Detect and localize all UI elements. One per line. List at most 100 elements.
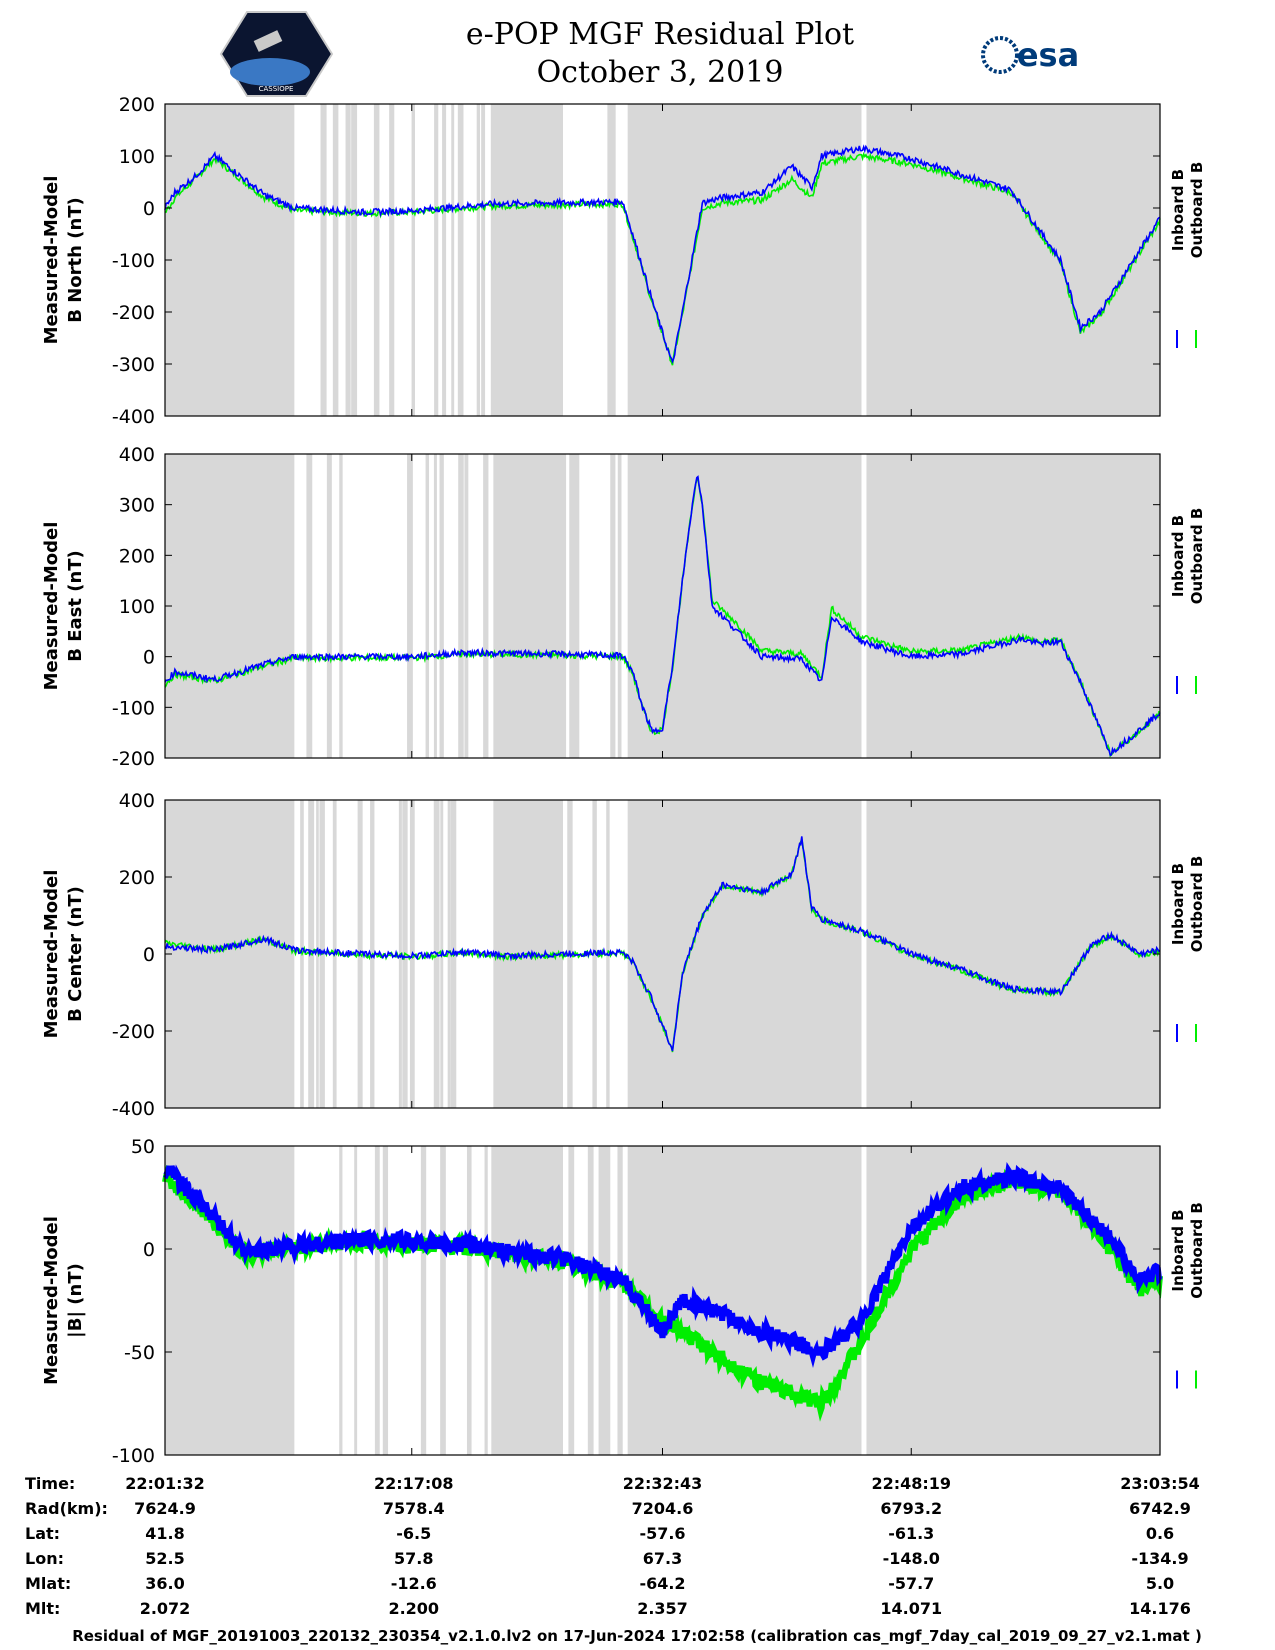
legend-labels: Inboard BOutboard B [1169,856,1206,953]
gap-stripe [382,1146,385,1455]
gap-stripe [339,1146,343,1455]
y-tick-label: 0 [143,198,155,220]
y-tick-label: -200 [112,1021,155,1043]
gap-stripe [407,454,412,758]
gap-stripe [420,1146,427,1455]
y-tick-label: 0 [143,1239,155,1261]
legend-inboard-label: Inboard B [1169,863,1187,945]
ephemeris-value: -61.3 [888,1524,934,1543]
ephemeris-row-label: Lat: [25,1524,60,1543]
ephemeris-value: 14.071 [880,1599,942,1618]
gap-stripe [481,104,486,416]
series-inboard-line [163,1162,1163,1368]
legend-labels: Inboard BOutboard B [1169,1202,1206,1299]
ephemeris-value: 6742.9 [1129,1499,1191,1518]
gap-stripe [573,454,580,758]
y-tick-label: 100 [119,596,155,618]
legend: Inboard BOutboard B [1169,856,1206,1042]
y-tick-label: 300 [119,495,155,517]
gap-stripe [498,454,501,758]
y-tick-label: -50 [124,1342,155,1364]
legend: Inboard BOutboard B [1169,508,1206,694]
data-gap-4 [866,1146,1160,1455]
gap-stripe [306,454,313,758]
ephemeris-value: -134.9 [1131,1549,1188,1568]
ephemeris-value: 2.357 [637,1599,688,1618]
legend-inboard-label: Inboard B [1169,1209,1187,1291]
ephemeris-value: 5.0 [1146,1574,1174,1593]
gap-stripe [499,1146,505,1455]
data-gap-4 [866,104,1160,416]
series-inboard-line [164,836,1161,1052]
y-tick-label: -100 [112,697,155,719]
legend-labels: Inboard BOutboard B [1169,508,1206,605]
gap-stripe [518,104,522,416]
gap-stripe [522,454,527,758]
gap-stripe [490,104,495,416]
ephemeris-value: 2.200 [388,1599,439,1618]
y-tick-label: -400 [112,1098,155,1120]
ephemeris-value: 7578.4 [383,1499,445,1518]
y-tick-label: 200 [119,867,155,889]
gap-stripe [339,454,343,758]
y-tick-label: 50 [131,1136,155,1158]
gap-stripe [610,454,616,758]
y-tick-label: -400 [112,406,155,428]
ephemeris-table: Time: 22:01:32 22:17:08 22:32:43 22:48:19 23:… [25,1474,1200,1618]
data-gap-1 [165,454,295,758]
gap-stripe [451,104,455,416]
legend: Inboard BOutboard B [1169,162,1206,348]
panel-1: 200 100 0 -100 -200 -300 -400 Measured-Model B N… [41,94,1206,428]
y-tick-label: -200 [112,748,155,770]
y-tick-label: 0 [143,944,155,966]
ephemeris-value: 23:03:54 [1120,1474,1200,1493]
ephemeris-value: 36.0 [145,1574,184,1593]
cassiope-logo-text: CASSIOPE [259,85,294,93]
ephemeris-value: 2.072 [140,1599,191,1618]
gap-stripe [384,1146,389,1455]
gap-stripe [345,104,351,416]
gap-stripe [334,104,339,416]
data-gap-4 [866,800,1160,1108]
gap-stripe [569,454,576,758]
gap-stripe [501,454,506,758]
gap-stripe [374,1146,380,1455]
ephemeris-value: 14.176 [1129,1599,1191,1618]
ephemeris-value: 0.6 [1146,1524,1174,1543]
gap-stripe [476,104,481,416]
gap-stripe [433,454,437,758]
ephemeris-value: 7204.6 [632,1499,694,1518]
data-gap-1 [165,800,295,1108]
y-axis-label: Measured-Model |B| (nT) [41,1216,86,1385]
esa-logo-text: esa [1017,36,1079,74]
panel-3: 400 200 0 -200 -400 Measured-Model B Center (n… [41,790,1206,1120]
gap-stripe [617,454,622,758]
gap-stripe [592,800,597,1108]
y-tick-label: -100 [112,1445,155,1467]
legend-inboard-label: Inboard B [1169,515,1187,597]
gap-stripe [434,104,439,416]
footer-caption: Residual of MGF_20191003_220132_230354_v… [72,1627,1202,1645]
ephemeris-row-label: Rad(km): [25,1499,108,1518]
ephemeris-value: -148.0 [883,1549,940,1568]
data-gap-3 [627,454,862,758]
gap-stripe [457,104,463,416]
legend-outboard-label: Outboard B [1188,1202,1206,1299]
data-gap-3 [627,1146,862,1455]
ephemeris-value: -64.2 [639,1574,685,1593]
data-gap-3 [627,800,862,1108]
gap-stripe [483,454,489,758]
gap-stripe [316,800,319,1108]
legend-outboard-label: Outboard B [1188,856,1206,953]
legend-outboard-label: Outboard B [1188,508,1206,605]
gap-stripe [484,1146,488,1455]
ephemeris-value: 52.5 [145,1549,184,1568]
gap-stripe [332,104,336,416]
data-gap-4 [866,454,1160,758]
gap-stripe [411,104,415,416]
chart-title-line2: October 3, 2019 [537,55,784,90]
gap-stripe [589,1146,594,1455]
gap-stripe [460,104,464,416]
gap-stripe [551,454,556,758]
gap-stripe [464,454,468,758]
